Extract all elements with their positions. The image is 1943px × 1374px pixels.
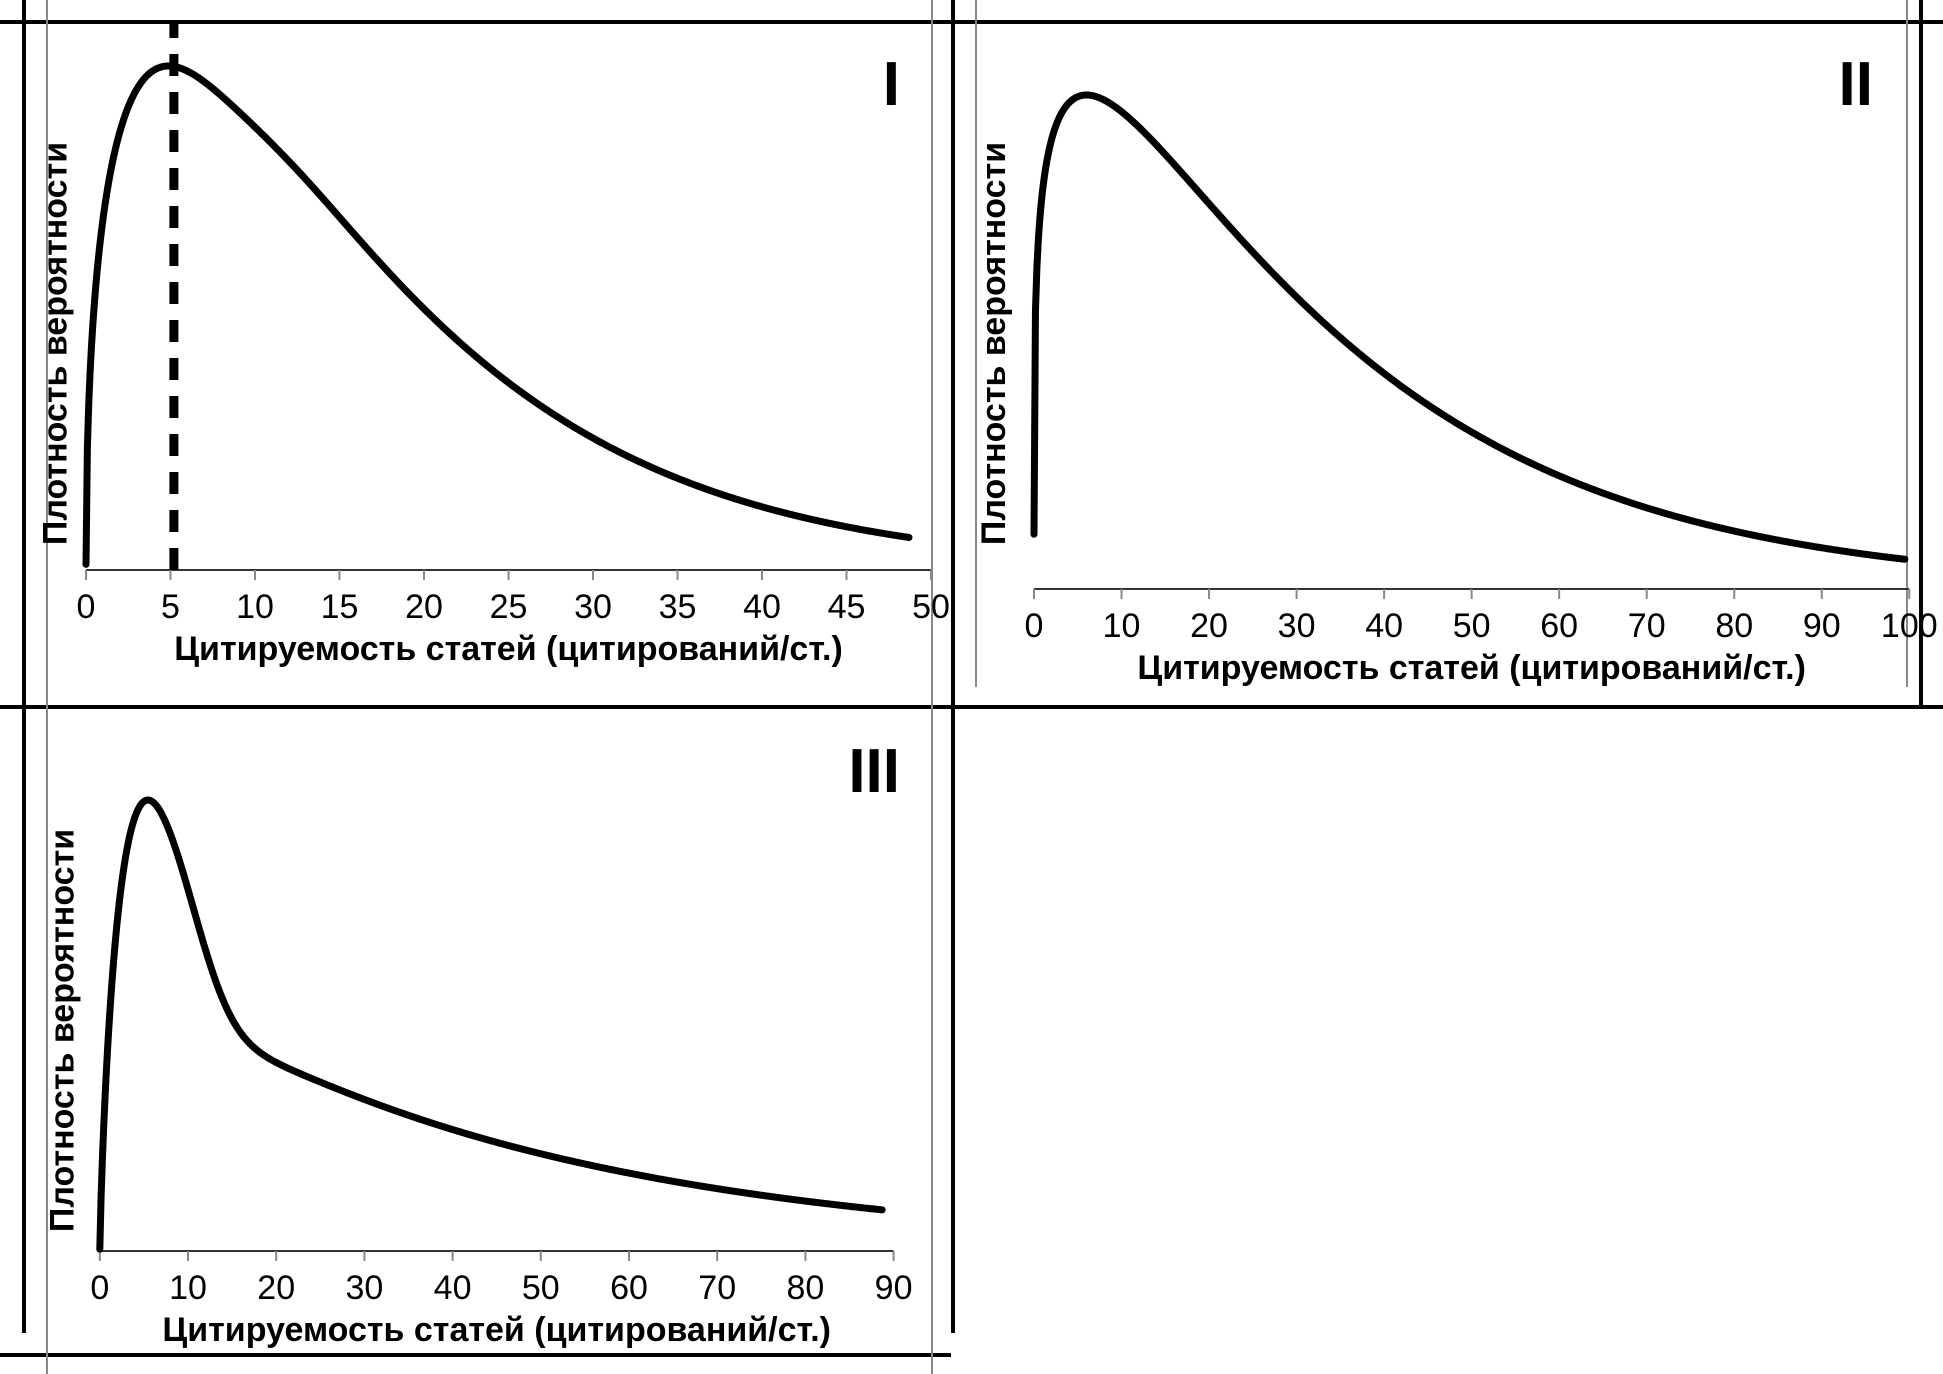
svg-text:15: 15	[321, 588, 359, 626]
svg-text:50: 50	[522, 1269, 560, 1307]
svg-text:60: 60	[1540, 607, 1578, 645]
svg-text:40: 40	[1365, 607, 1403, 645]
svg-text:20: 20	[257, 1269, 295, 1307]
svg-text:30: 30	[345, 1269, 383, 1307]
svg-text:40: 40	[434, 1269, 472, 1307]
svg-text:0: 0	[1025, 607, 1044, 645]
svg-text:10: 10	[1103, 607, 1141, 645]
svg-text:30: 30	[1278, 607, 1316, 645]
svg-text:25: 25	[490, 588, 528, 626]
svg-text:70: 70	[1628, 607, 1666, 645]
svg-text:20: 20	[405, 588, 443, 626]
svg-text:40: 40	[743, 588, 781, 626]
svg-text:30: 30	[574, 588, 612, 626]
svg-text:Плотность вероятности: Плотность вероятности	[43, 829, 81, 1232]
svg-text:0: 0	[77, 588, 96, 626]
svg-text:70: 70	[698, 1269, 736, 1307]
svg-text:80: 80	[1715, 607, 1753, 645]
svg-text:100: 100	[1881, 607, 1938, 645]
svg-text:35: 35	[659, 588, 697, 626]
svg-text:10: 10	[236, 588, 274, 626]
svg-text:90: 90	[875, 1269, 913, 1307]
svg-text:50: 50	[912, 588, 950, 626]
svg-text:10: 10	[169, 1269, 207, 1307]
svg-text:20: 20	[1190, 607, 1228, 645]
svg-text:III: III	[848, 737, 900, 806]
svg-text:80: 80	[786, 1269, 824, 1307]
svg-text:Цитируемость статей (цитирован: Цитируемость статей (цитирований/ст.)	[162, 1311, 831, 1349]
svg-text:50: 50	[1453, 607, 1491, 645]
svg-text:60: 60	[610, 1269, 648, 1307]
svg-text:Плотность вероятности: Плотность вероятности	[37, 142, 75, 545]
svg-text:90: 90	[1803, 607, 1841, 645]
svg-text:Плотность вероятности: Плотность вероятности	[975, 142, 1013, 545]
svg-text:Цитируемость статей (цитирован: Цитируемость статей (цитирований/ст.)	[174, 630, 843, 668]
svg-text:I: I	[883, 50, 900, 119]
svg-text:Цитируемость статей (цитирован: Цитируемость статей (цитирований/ст.)	[1137, 649, 1806, 687]
svg-text:5: 5	[161, 588, 180, 626]
svg-text:45: 45	[828, 588, 866, 626]
svg-text:0: 0	[90, 1269, 109, 1307]
svg-text:II: II	[1839, 50, 1873, 119]
